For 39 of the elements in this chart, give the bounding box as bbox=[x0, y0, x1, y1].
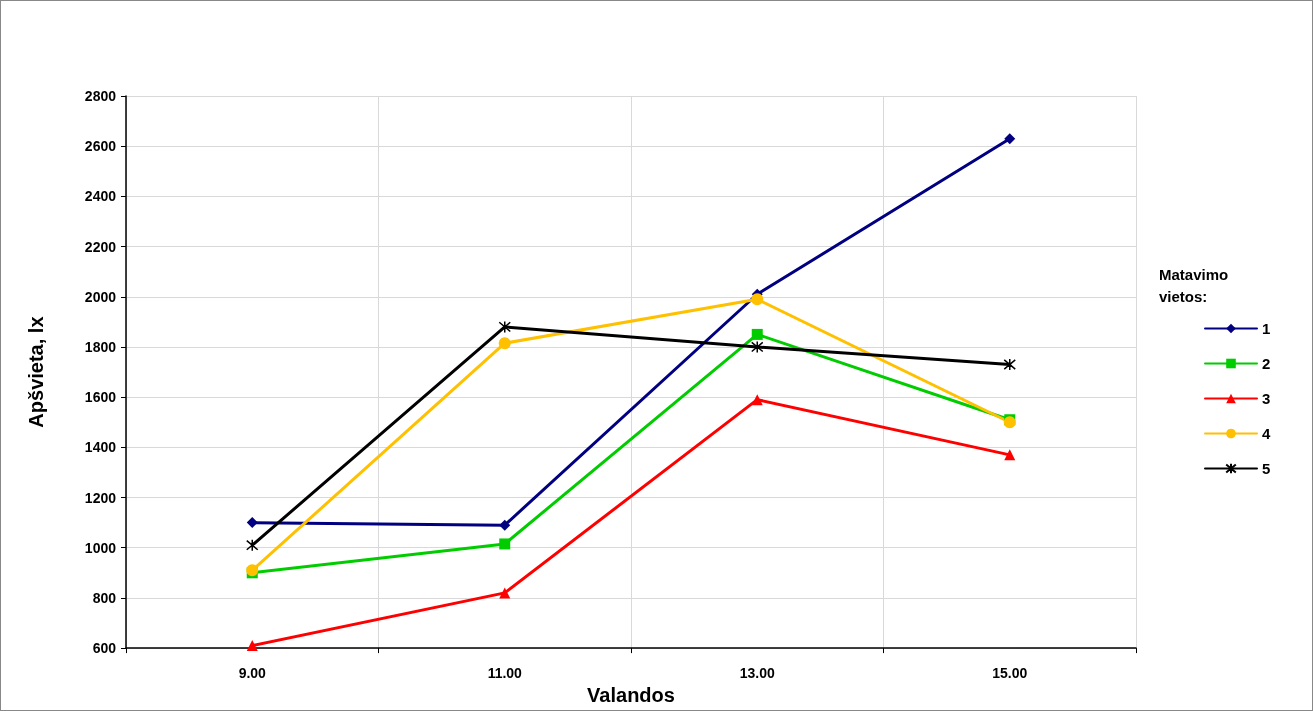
point bbox=[246, 517, 258, 529]
y-tick-label: 2800 bbox=[84, 88, 117, 104]
y-tick-label: 2400 bbox=[84, 188, 117, 205]
x-tick-label: 11.00 bbox=[487, 665, 523, 682]
point bbox=[498, 320, 511, 334]
y-axis-title: Apšvieta, lx bbox=[25, 316, 47, 428]
point bbox=[1004, 133, 1016, 145]
y-tick-label: 2600 bbox=[84, 138, 117, 155]
point bbox=[498, 337, 511, 350]
y-tick-label: 1400 bbox=[84, 439, 117, 456]
y-tick-label: 2200 bbox=[84, 238, 117, 255]
point bbox=[499, 538, 511, 550]
y-tick-label: 800 bbox=[92, 589, 117, 606]
legend-title: Matavimo vietos: bbox=[1159, 265, 1233, 305]
y-tick-label: 1800 bbox=[84, 338, 117, 355]
legend-label: 1 bbox=[1262, 320, 1271, 337]
y-tick-label: 600 bbox=[92, 640, 117, 657]
point bbox=[1003, 358, 1016, 371]
y-tick-label: 1000 bbox=[84, 539, 117, 556]
point bbox=[499, 587, 511, 599]
point bbox=[751, 328, 763, 340]
x-tick-label: 15.00 bbox=[992, 665, 1028, 682]
point bbox=[1004, 449, 1016, 461]
point bbox=[751, 394, 763, 406]
y-tick-label: 2000 bbox=[84, 288, 117, 305]
point bbox=[246, 538, 259, 552]
y-tick-label: 1200 bbox=[84, 489, 117, 506]
x-tick-label: 9.00 bbox=[238, 665, 267, 682]
legend-label: 5 bbox=[1262, 460, 1271, 477]
legend-label: 3 bbox=[1262, 390, 1271, 407]
y-tick-label: 1600 bbox=[84, 389, 117, 406]
x-axis-title: Valandos bbox=[587, 684, 675, 706]
point bbox=[246, 640, 258, 652]
legend-label: 4 bbox=[1262, 425, 1271, 442]
point bbox=[499, 519, 511, 531]
legend-label: 2 bbox=[1262, 355, 1271, 372]
x-tick-label: 13.00 bbox=[739, 665, 775, 682]
point bbox=[751, 340, 764, 354]
point bbox=[751, 293, 764, 306]
